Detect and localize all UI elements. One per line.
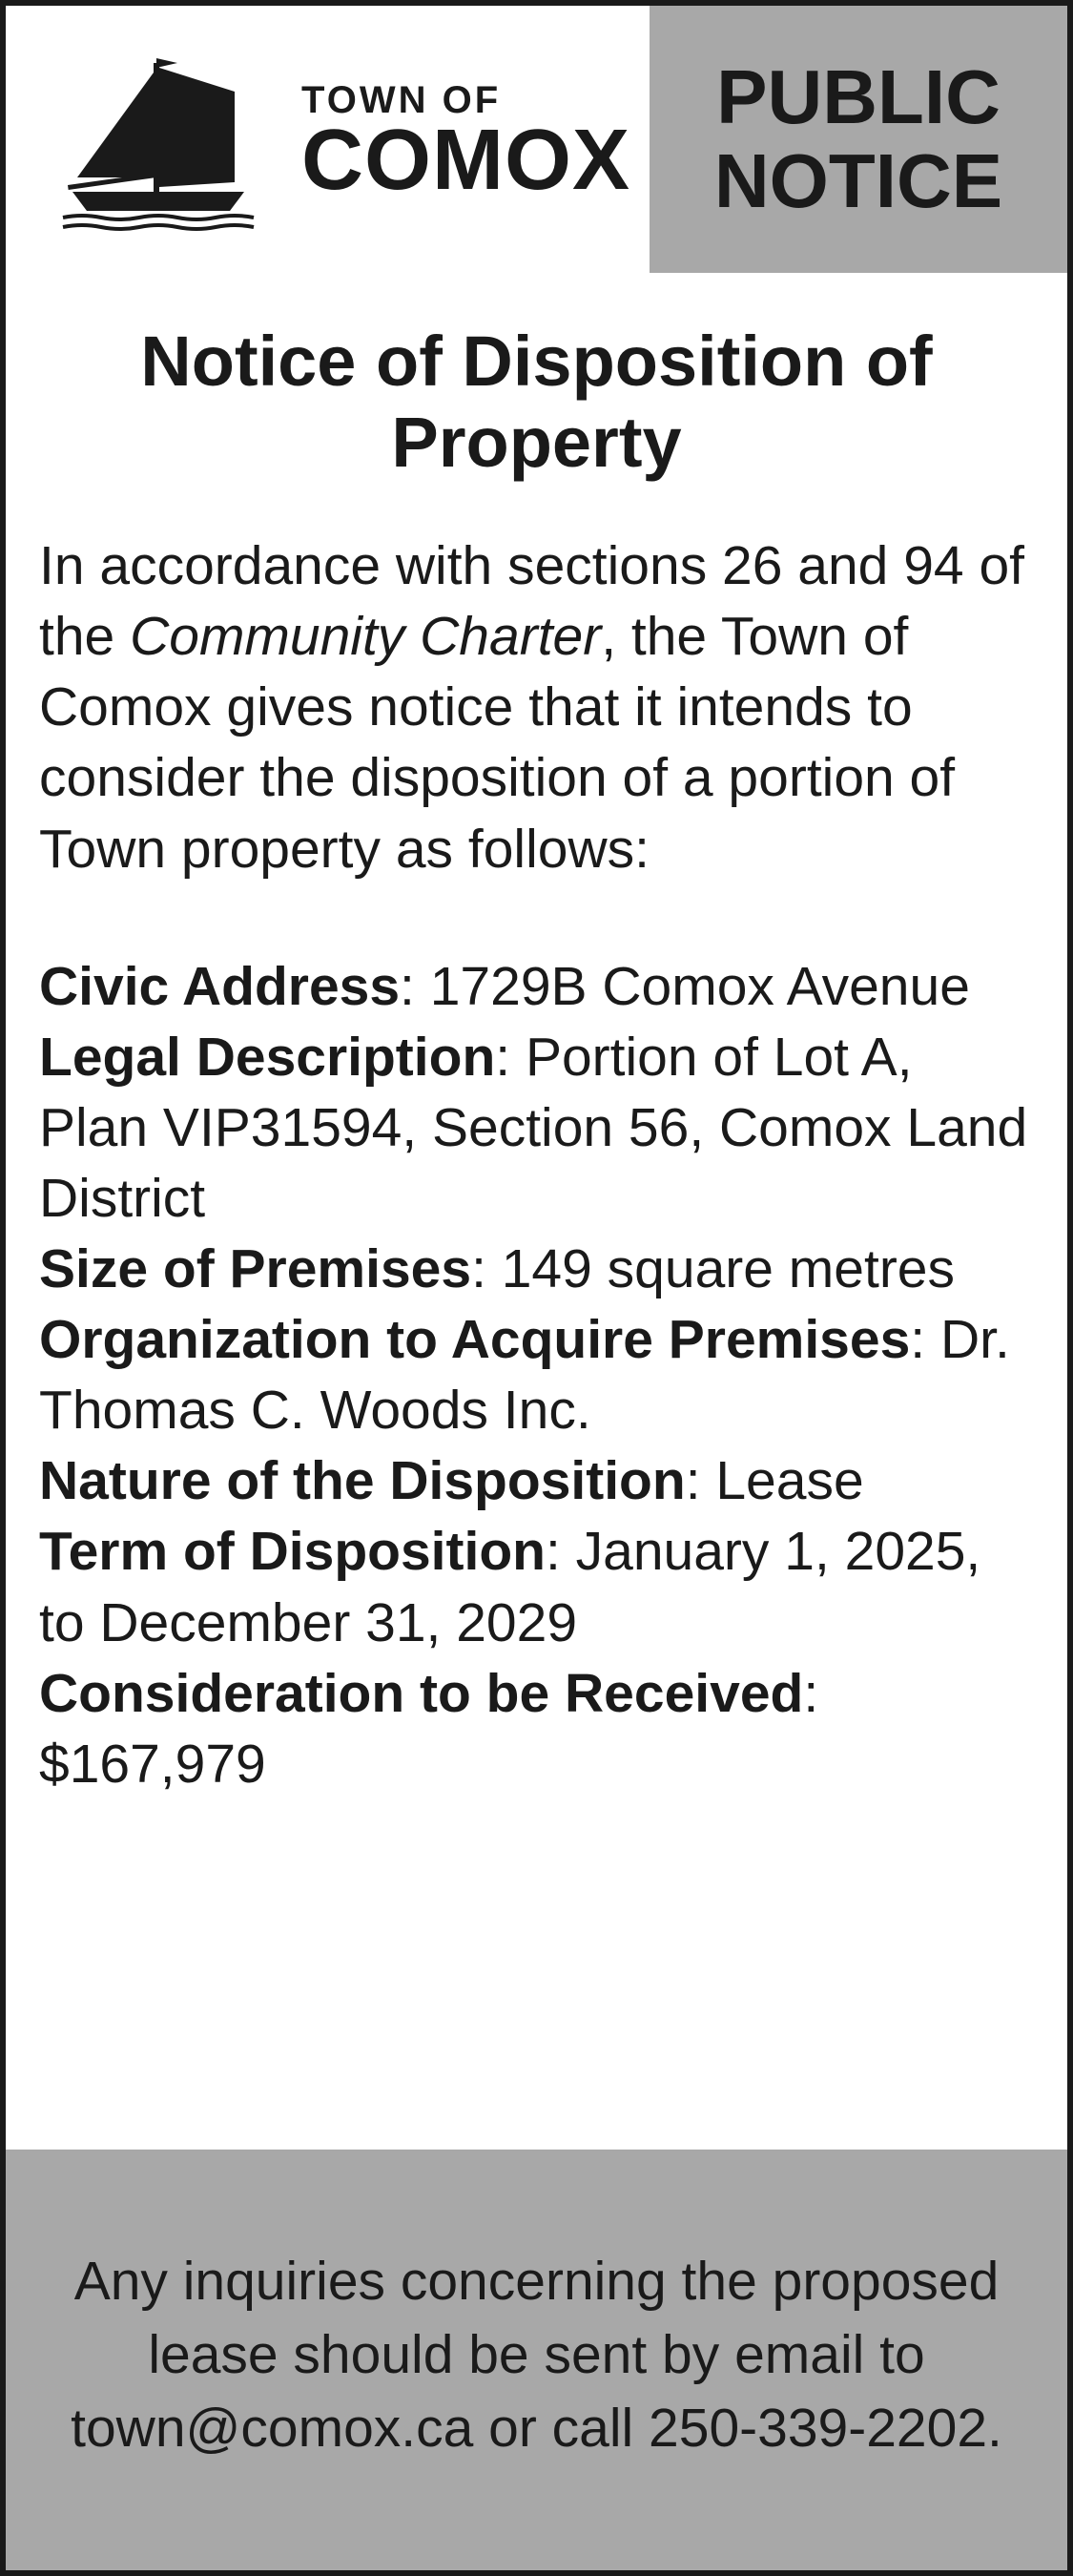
legal-description-label: Legal Description <box>39 1027 495 1088</box>
main-title: Notice of Disposition of Property <box>39 321 1034 483</box>
details-block: Civic Address: 1729B Comox Avenue Legal … <box>39 951 1034 1799</box>
header-left: TOWN OF COMOX <box>6 6 650 273</box>
nature-value: : Lease <box>686 1450 864 1511</box>
logo-line2: COMOX <box>301 122 630 199</box>
badge-line2: NOTICE <box>714 139 1002 223</box>
civic-address-value: : 1729B Comox Avenue <box>400 956 970 1017</box>
intro-italic: Community Charter <box>130 606 601 667</box>
footer-text: Any inquiries concerning the proposed le… <box>53 2245 1020 2465</box>
logo-text: TOWN OF COMOX <box>301 79 630 199</box>
main-content: Notice of Disposition of Property In acc… <box>6 273 1067 2150</box>
header: TOWN OF COMOX PUBLIC NOTICE <box>6 6 1067 273</box>
footer: Any inquiries concerning the proposed le… <box>6 2150 1067 2570</box>
badge-line1: PUBLIC <box>716 55 1001 139</box>
notice-container: TOWN OF COMOX PUBLIC NOTICE Notice of Di… <box>0 0 1073 2576</box>
public-notice-badge: PUBLIC NOTICE <box>650 6 1067 273</box>
nature-label: Nature of the Disposition <box>39 1450 686 1511</box>
civic-address-label: Civic Address <box>39 956 400 1017</box>
size-label: Size of Premises <box>39 1238 471 1299</box>
ship-logo-icon <box>44 44 273 235</box>
intro-paragraph: In accordance with sections 26 and 94 of… <box>39 530 1034 883</box>
consideration-label: Consideration to be Received <box>39 1663 803 1724</box>
organization-label: Organization to Acquire Premises <box>39 1309 910 1370</box>
term-label: Term of Disposition <box>39 1521 546 1582</box>
size-value: : 149 square metres <box>471 1238 955 1299</box>
